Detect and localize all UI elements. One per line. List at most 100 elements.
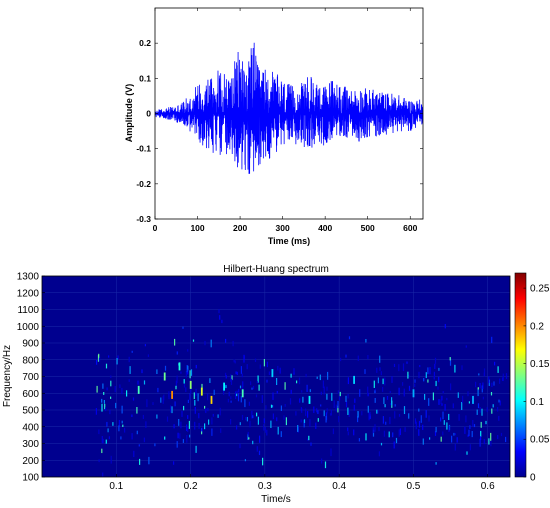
hhs-speckle-cell bbox=[337, 401, 339, 409]
colorbar-ticks: 0 0.05 0.1 0.15 0.2 0.25 bbox=[523, 284, 550, 484]
hhs-speckle-cell bbox=[284, 404, 286, 407]
hhs-speckle-cell bbox=[258, 384, 260, 391]
hhs-speckle-cell bbox=[488, 438, 490, 445]
hhs-speckle-cell bbox=[225, 372, 227, 377]
hhs-speckle-cell bbox=[187, 349, 189, 352]
hhs-speckle-cell bbox=[280, 405, 282, 411]
hhs-speckle-cell bbox=[414, 379, 416, 383]
hhs-speckle-cell bbox=[96, 359, 98, 365]
hhs-speckle-cell bbox=[418, 420, 421, 428]
hhs-speckle-cell bbox=[488, 376, 490, 384]
hhs-speckle-cell bbox=[257, 416, 259, 425]
hhs-speckle-cell bbox=[498, 415, 500, 421]
hhs-speckle-cell bbox=[377, 409, 379, 414]
hhs-hotspot bbox=[189, 380, 192, 389]
hhs-speckle-cell bbox=[266, 361, 268, 368]
hhs-speckle-cell bbox=[108, 355, 110, 358]
hhs-speckle-cell bbox=[194, 407, 196, 414]
hhs-speckle-cell bbox=[441, 403, 443, 406]
hhs-speckle-cell bbox=[230, 419, 232, 425]
hhs-speckle-cell bbox=[380, 442, 383, 446]
hhs-speckle-cell bbox=[182, 326, 184, 329]
hhs-speckle-cell bbox=[361, 411, 363, 416]
hhs-speckle-cell bbox=[228, 391, 230, 397]
hhs-speckle-cell bbox=[357, 355, 359, 362]
hhs-speckle-cell bbox=[221, 319, 223, 324]
hhs-speckle-cell bbox=[380, 371, 382, 376]
hhs-speckle-cell bbox=[252, 385, 255, 390]
hhs-speckle-cell bbox=[339, 391, 341, 397]
colorbar: 0 0.05 0.1 0.15 0.2 0.25 bbox=[514, 272, 550, 484]
hhs-speckle-cell bbox=[423, 378, 425, 382]
hhs-speckle-cell bbox=[121, 387, 123, 395]
hhs-speckle-cell bbox=[345, 395, 347, 402]
hhs-speckle-cell bbox=[502, 373, 504, 382]
hhs-speckle-cell bbox=[263, 418, 265, 424]
hhs-speckle-cell bbox=[268, 371, 270, 376]
hhs-y-tick-label: 800 bbox=[22, 355, 39, 366]
hhs-speckle-cell bbox=[272, 413, 274, 420]
hhs-speckle-cell bbox=[438, 367, 440, 371]
hhs-speckle-cell bbox=[230, 374, 232, 382]
hhs-hotspot bbox=[137, 385, 140, 394]
hhs-speckle-cell bbox=[482, 396, 484, 400]
hhs-speckle-cell bbox=[313, 406, 315, 413]
hhs-hotspot bbox=[171, 390, 173, 399]
hhs-speckle-cell bbox=[236, 393, 238, 397]
hhs-speckle-cell bbox=[272, 392, 274, 400]
hhs-speckle-cell bbox=[290, 389, 292, 395]
hhs-y-tick-label: 100 bbox=[22, 473, 39, 484]
hhs-speckle-cell bbox=[198, 422, 200, 429]
hhs-speckle-cell bbox=[339, 396, 341, 401]
hhs-speckle-cell bbox=[374, 424, 376, 432]
hhs-speckle-cell bbox=[230, 378, 233, 385]
hhs-y-tick-label: 1200 bbox=[17, 288, 40, 299]
hhs-speckle-cell bbox=[283, 415, 285, 420]
hhs-speckle-cell bbox=[248, 437, 250, 440]
hhs-speckle-cell bbox=[408, 385, 411, 391]
hhs-speckle-cell bbox=[340, 357, 342, 362]
signal-x-tick-label: 300 bbox=[276, 223, 290, 233]
hhs-speckle-cell bbox=[376, 409, 378, 414]
hhs-speckle-cell bbox=[114, 386, 116, 393]
hhs-speckle-cell bbox=[144, 344, 146, 347]
hhs-speckle-cell bbox=[124, 427, 126, 433]
hhs-speckle-cell bbox=[189, 434, 191, 438]
hhs-speckle-cell bbox=[217, 414, 219, 418]
hhs-speckle-cell bbox=[147, 354, 149, 357]
hhs-speckle-cell bbox=[457, 392, 459, 398]
hhs-x-tick-label: 0.1 bbox=[109, 481, 123, 492]
hhs-speckle-cell bbox=[320, 391, 322, 395]
hhs-speckle-cell bbox=[98, 459, 100, 463]
hhs-speckle-cell bbox=[101, 436, 103, 444]
hhs-speckle-cell bbox=[373, 380, 375, 388]
hhs-speckle-cell bbox=[325, 416, 327, 423]
hhs-speckle-cell bbox=[498, 399, 500, 403]
colorbar-tick-label: 0.25 bbox=[530, 284, 550, 295]
hhs-speckle-cell bbox=[139, 458, 141, 465]
hhs-speckle-cell bbox=[395, 437, 398, 444]
hhs-speckle-cell bbox=[142, 414, 144, 419]
hhs-speckle-cell bbox=[256, 381, 258, 384]
hhs-speckle-cell bbox=[98, 357, 101, 362]
hhs-x-tick-label: 0.4 bbox=[332, 481, 346, 492]
hhs-speckle-cell bbox=[285, 417, 287, 426]
hhs-speckle-cell bbox=[493, 381, 495, 386]
hhs-hotspot bbox=[308, 395, 311, 404]
hhs-speckle-cell bbox=[262, 457, 264, 466]
hhs-speckle-cell bbox=[388, 431, 390, 438]
hhs-speckle-cell bbox=[497, 366, 499, 373]
hhs-speckle-cell bbox=[322, 380, 324, 389]
signal-x-tick-label: 100 bbox=[190, 223, 204, 233]
hhs-speckle-cell bbox=[440, 399, 442, 404]
hhs-speckle-cell bbox=[384, 377, 386, 386]
hhs-speckle-cell bbox=[453, 432, 455, 436]
hhs-speckle-cell bbox=[415, 421, 417, 430]
hhs-speckle-cell bbox=[466, 451, 468, 455]
hhs-speckle-cell bbox=[494, 361, 496, 366]
hhs-speckle-cell bbox=[369, 414, 371, 419]
hhs-speckle-cell bbox=[132, 397, 135, 401]
hhs-speckle-cell bbox=[106, 387, 108, 391]
hhs-speckle-cell bbox=[240, 396, 242, 403]
hhs-speckle-cell bbox=[121, 405, 123, 414]
